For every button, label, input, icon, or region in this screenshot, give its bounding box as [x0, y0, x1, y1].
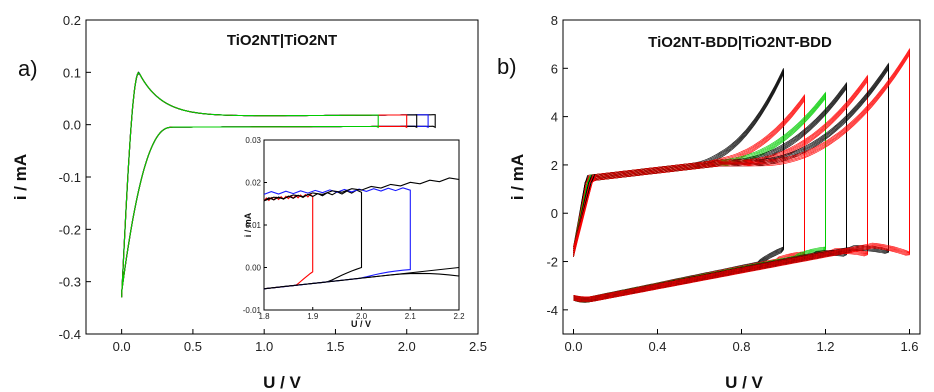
panel-b-y-tick-label: -4 — [546, 303, 558, 318]
inset-y-axis-label: i / mA — [243, 212, 253, 237]
series-b-line — [573, 64, 889, 300]
series-b-line — [573, 81, 847, 298]
chart-title-a: TiO2NT|TiO2NT — [227, 32, 337, 49]
series-b-line — [573, 62, 889, 298]
panel-label-a: a) — [18, 56, 38, 81]
series-group-b — [573, 47, 910, 303]
panel-b-y-tick-label: 2 — [551, 158, 558, 173]
panel-b-y-tick-label: 8 — [551, 13, 558, 28]
series-b-line — [573, 92, 826, 299]
series-b-line — [573, 68, 889, 303]
panel-b-x-tick-label: 1.6 — [900, 339, 918, 354]
panel-b-y-tick-label: -2 — [546, 255, 558, 270]
inset-x-tick-label: 2.1 — [405, 312, 417, 321]
panel-a-y-tick-label: -0.2 — [59, 222, 81, 237]
y-axis-label-a: i / mA — [11, 154, 30, 200]
panel-b-y-tick-label: 4 — [551, 110, 558, 125]
panel-b-y-tick-label: 0 — [551, 206, 558, 221]
series-b-line — [573, 68, 784, 298]
inset-y-tick-label: -0.01 — [243, 306, 262, 315]
panel-a-y-tick-label: -0.4 — [59, 327, 81, 342]
x-axis-label-a: U / V — [263, 373, 301, 392]
series-b-line — [573, 63, 889, 299]
series-group-a — [121, 71, 436, 298]
inset-axis-ticks: 1.8 1.9 2.0 2.1 2.2 -0.01 0.00 0.01 0.02 0.03 — [243, 136, 465, 321]
series-b-line — [573, 93, 826, 300]
panel-b-x-tick-label: 0.4 — [648, 339, 666, 354]
series-a-line — [121, 71, 379, 298]
panel-a-y-tick-label: -0.1 — [59, 170, 81, 185]
series-b-line — [573, 99, 805, 303]
series-b-line — [573, 65, 889, 301]
inset-x-tick-label: 1.9 — [307, 312, 319, 321]
x-axis-label-b: U / V — [725, 373, 763, 392]
panel-label-b: b) — [497, 54, 517, 79]
series-b-line — [573, 96, 805, 300]
panel-a-y-tick-label: 0.0 — [63, 118, 81, 133]
inset-chart: U / V i / mA 1.8 1.9 2.0 2.1 2.2 -0.01 0.00 0.0… — [243, 136, 465, 329]
series-b-line — [573, 97, 805, 301]
panel-a-x-tick-label: 1.0 — [255, 339, 273, 354]
panel-a: a) TiO2NT|TiO2NT U / V i / mA 0.0 0.5 1.0 1… — [11, 13, 487, 392]
inset-x-axis-label: U / V — [351, 319, 371, 329]
axis-ticks-a: 0.0 0.5 1.0 1.5 2.0 2.5 -0.4 -0.3 -0.2 -0.1 0.0 0.1… — [59, 13, 487, 354]
series-b-line — [573, 94, 826, 301]
series-b-line — [573, 91, 826, 298]
panel-b-x-tick-label: 0.8 — [732, 339, 750, 354]
inset-series-line — [263, 177, 460, 290]
inset-y-tick-label: 0.01 — [245, 221, 261, 230]
chart-title-b: TiO2NT-BDD|TiO2NT-BDD — [648, 34, 832, 51]
series-b-line — [573, 47, 910, 298]
series-b-line — [573, 74, 868, 298]
inset-series-group — [263, 177, 460, 290]
inset-y-tick-label: 0.00 — [245, 264, 261, 273]
inset-x-tick-label: 2.2 — [453, 312, 465, 321]
y-axis-label-b: i / mA — [508, 154, 527, 200]
panel-b-x-tick-label: 1.2 — [816, 339, 834, 354]
series-b-line — [573, 98, 805, 302]
panel-a-x-tick-label: 1.5 — [326, 339, 344, 354]
series-b-line — [573, 66, 889, 302]
series-b-line — [573, 96, 826, 302]
inset-x-tick-label: 1.8 — [258, 312, 270, 321]
axis-ticks-b: 0.0 0.4 0.8 1.2 1.6 -4 -2 0 2 4 6 8 — [546, 13, 918, 354]
series-b-line — [573, 75, 868, 299]
panel-b-y-tick-label: 6 — [551, 61, 558, 76]
panel-b-x-tick-label: 0.0 — [564, 339, 582, 354]
series-b-line — [573, 53, 910, 303]
panel-a-x-tick-label: 2.5 — [469, 339, 487, 354]
panel-a-y-tick-label: 0.1 — [63, 65, 81, 80]
inset-x-tick-label: 2.0 — [356, 312, 368, 321]
inset-y-tick-label: 0.02 — [245, 179, 261, 188]
series-b-line — [573, 97, 826, 303]
inset-y-tick-label: 0.03 — [245, 136, 261, 145]
panel-b: b) TiO2NT-BDD|TiO2NT-BDD U / V i / mA 0.… — [497, 13, 921, 392]
panel-a-y-tick-label: 0.2 — [63, 13, 81, 28]
panel-a-x-tick-label: 2.0 — [398, 339, 416, 354]
panel-a-y-tick-label: -0.3 — [59, 275, 81, 290]
panel-a-x-tick-label: 0.5 — [184, 339, 202, 354]
panel-a-x-tick-label: 0.0 — [113, 339, 131, 354]
